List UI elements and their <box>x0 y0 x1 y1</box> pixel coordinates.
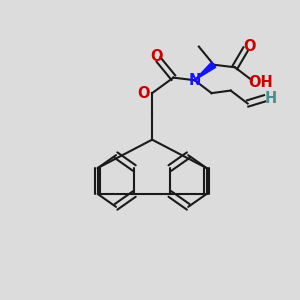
Text: N: N <box>188 73 201 88</box>
Text: O: O <box>244 39 256 54</box>
Polygon shape <box>195 62 216 80</box>
Text: O: O <box>150 50 163 64</box>
Text: O: O <box>137 85 150 100</box>
Text: H: H <box>265 91 277 106</box>
Text: OH: OH <box>248 75 273 90</box>
